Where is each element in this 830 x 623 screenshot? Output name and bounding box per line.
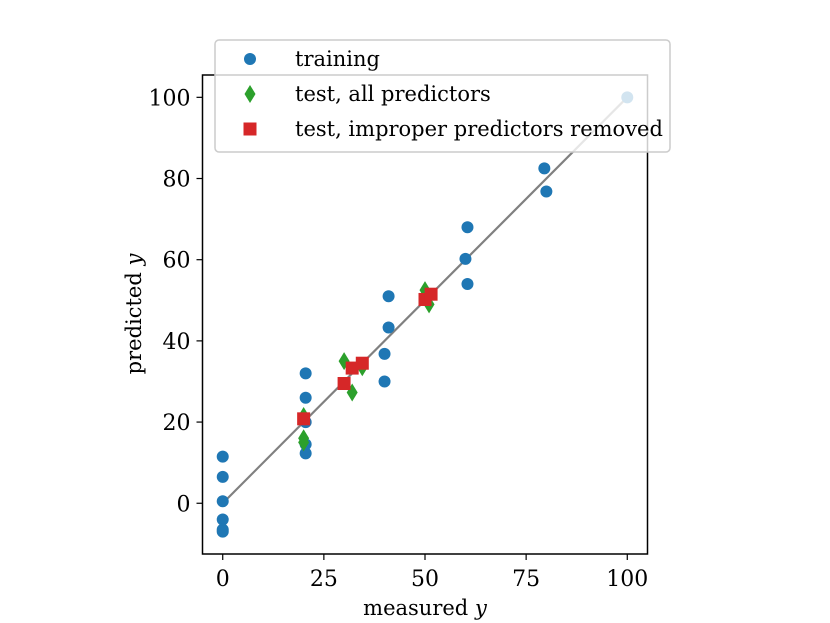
x-tick-label: 100 [606, 567, 648, 592]
data-point [216, 470, 229, 483]
data-point [345, 361, 359, 375]
data-point [216, 513, 229, 526]
data-point [461, 278, 474, 291]
data-point [299, 391, 312, 404]
x-tick-label: 75 [512, 567, 540, 592]
data-point [216, 495, 229, 508]
data-point [298, 433, 310, 452]
data-point [540, 185, 553, 198]
x-tick-label: 50 [411, 567, 439, 592]
legend: training test, all predictors test, improp… [214, 39, 671, 153]
data-points [216, 91, 634, 538]
data-point [424, 287, 438, 301]
legend-marker [243, 122, 257, 136]
legend-marker [244, 53, 256, 65]
legend-label: training [295, 47, 380, 71]
x-axis-label: measured y [363, 596, 488, 620]
data-point [382, 321, 395, 334]
data-point [337, 377, 351, 391]
y-tick-label: 20 [163, 411, 191, 436]
data-point [216, 450, 229, 463]
x-tick-label: 0 [216, 567, 230, 592]
data-point [538, 162, 551, 175]
data-point [459, 252, 472, 265]
data-point [378, 375, 391, 388]
y-tick-label: 40 [163, 330, 191, 355]
legend-frame [214, 39, 671, 153]
x-tick-label: 25 [310, 567, 338, 592]
y-tick-label: 0 [177, 492, 191, 517]
data-point [378, 347, 391, 360]
data-point [297, 412, 311, 426]
legend-label: test, improper predictors removed [295, 117, 663, 141]
axis-ticks: 0 25 50 75 100 0 20 40 60 80 100 [149, 86, 649, 592]
data-point [355, 356, 369, 370]
data-point [299, 447, 312, 460]
y-axis-label: predicted y [122, 253, 146, 375]
y-tick-label: 80 [163, 168, 191, 193]
data-point [216, 525, 229, 538]
data-point [461, 221, 474, 234]
series-square [297, 287, 438, 426]
y-tick-label: 60 [163, 249, 191, 274]
data-point [299, 367, 312, 380]
legend-marker [244, 85, 256, 103]
plot-area [201, 74, 649, 555]
y-tick-label: 100 [149, 86, 191, 111]
data-point [382, 290, 395, 303]
legend-label: test, all predictors [295, 82, 491, 106]
